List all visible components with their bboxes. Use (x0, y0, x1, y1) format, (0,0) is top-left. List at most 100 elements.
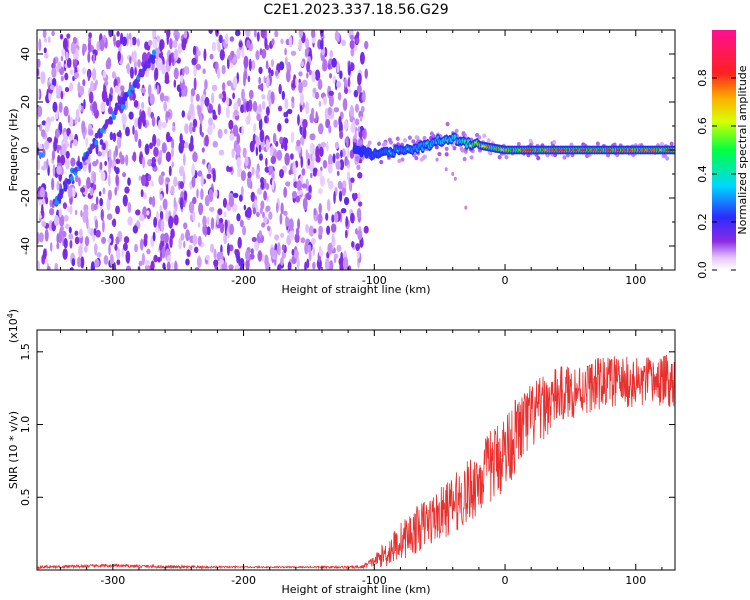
noise-blob (87, 69, 91, 82)
signal-halo (414, 135, 419, 140)
noise-blob (327, 242, 333, 255)
signal-halo (435, 157, 439, 162)
noise-blob (59, 154, 66, 166)
noise-blob (208, 189, 214, 202)
noise-blob (270, 91, 275, 105)
noise-blob (245, 100, 250, 113)
noise-blob (122, 172, 127, 178)
noise-blob (137, 59, 141, 68)
noise-blob (226, 80, 232, 87)
noise-blob (199, 123, 202, 136)
noise-blob (56, 233, 60, 244)
spectrogram-x-label: Height of straight line (km) (281, 283, 430, 296)
noise-blob (202, 215, 207, 228)
noise-blob (204, 224, 207, 238)
noise-blob (44, 228, 49, 242)
noise-blob (257, 84, 264, 90)
noise-blob (268, 67, 272, 74)
noise-blob (359, 51, 365, 65)
noise-blob (97, 151, 103, 157)
noise-blob (188, 244, 193, 251)
noise-blob (312, 87, 317, 94)
noise-blob (255, 169, 259, 178)
noise-blob (352, 193, 357, 202)
noise-blob (180, 88, 186, 97)
noise-blob (99, 161, 103, 171)
noise-blob (152, 231, 156, 242)
noise-blob (63, 105, 69, 117)
snr-y-multiplier: (x104) (6, 309, 20, 343)
noise-blob (356, 251, 360, 259)
noise-blob (223, 128, 228, 135)
noise-blob (56, 146, 60, 154)
noise-blob (159, 40, 163, 52)
streak-blob (112, 113, 117, 120)
noise-blob (122, 242, 128, 252)
noise-blob (65, 150, 70, 159)
noise-blob (43, 53, 49, 59)
noise-blob (74, 175, 79, 183)
noise-blob (291, 190, 298, 199)
noise-blob (290, 50, 297, 56)
noise-blob (216, 212, 219, 226)
noise-blob (296, 180, 302, 191)
noise-blob (219, 222, 225, 234)
noise-blob (283, 210, 288, 216)
noise-blob (331, 214, 335, 223)
noise-blob (73, 58, 78, 66)
streak-blob (63, 185, 68, 192)
noise-blob (183, 153, 186, 166)
signal-halo (381, 142, 386, 147)
noise-blob (195, 63, 202, 70)
noise-blob (81, 67, 87, 75)
noise-blob (348, 88, 352, 94)
noise-blob (173, 48, 179, 61)
colorbar-label: Normalized spectral amplitude (736, 65, 749, 234)
noise-blob (304, 48, 309, 58)
noise-blob (284, 118, 289, 124)
noise-blob (202, 94, 206, 101)
noise-blob (256, 113, 261, 122)
snr-plot-area (37, 330, 675, 570)
noise-blob (196, 256, 202, 268)
noise-blob (116, 259, 121, 266)
noise-blob (297, 218, 301, 230)
noise-blob (165, 177, 171, 183)
noise-blob (269, 247, 276, 258)
noise-blob (298, 38, 303, 52)
noise-blob (200, 188, 204, 200)
noise-blob (115, 40, 121, 48)
noise-blob (347, 76, 351, 88)
noise-blob (186, 249, 191, 258)
noise-blob (38, 199, 43, 206)
signal-halo (516, 141, 521, 147)
noise-blob (40, 71, 46, 85)
noise-blob (338, 182, 343, 190)
noise-blob (108, 30, 113, 38)
noise-blob (150, 180, 154, 187)
noise-blob (149, 93, 155, 106)
noise-blob (301, 183, 308, 189)
noise-blob (240, 104, 245, 114)
noise-blob (108, 243, 111, 256)
noise-blob (123, 236, 130, 244)
noise-blob (141, 174, 147, 187)
noise-blob (118, 83, 122, 96)
spectrogram-y-tick-label: -20 (19, 189, 32, 207)
noise-blob (50, 242, 53, 252)
signal-halo (367, 140, 372, 145)
noise-blob (343, 87, 349, 94)
noise-blob (207, 163, 212, 174)
signal-halo (497, 155, 502, 160)
signal-halo (352, 138, 357, 143)
noise-blob (149, 142, 153, 150)
noise-blob (117, 50, 121, 62)
noise-blob (183, 190, 188, 201)
noise-blob (123, 200, 128, 207)
noise-blob (248, 89, 254, 100)
noise-blob (179, 197, 184, 210)
noise-blob (172, 125, 176, 132)
noise-blob (259, 129, 265, 143)
noise-blob (160, 219, 165, 233)
